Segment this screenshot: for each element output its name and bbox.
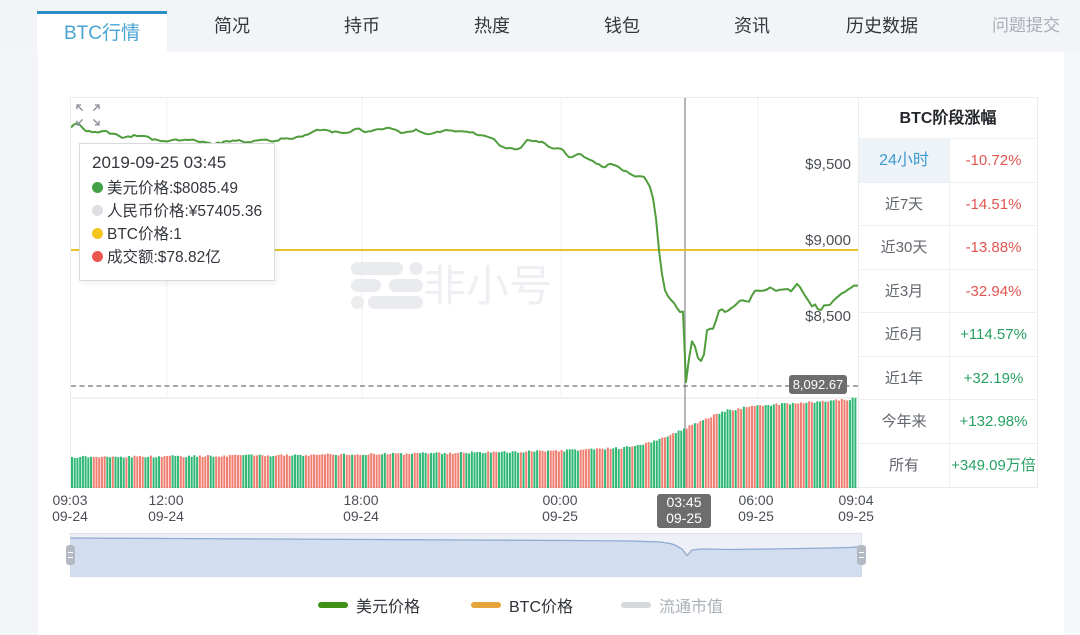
svg-text:非小号: 非小号 <box>423 263 552 311</box>
svg-text:$9,000: $9,000 <box>805 232 851 249</box>
svg-text:8,092.67: 8,092.67 <box>793 377 844 392</box>
svg-text:$9,500: $9,500 <box>805 156 851 173</box>
svg-text:$8,500: $8,500 <box>805 308 851 325</box>
